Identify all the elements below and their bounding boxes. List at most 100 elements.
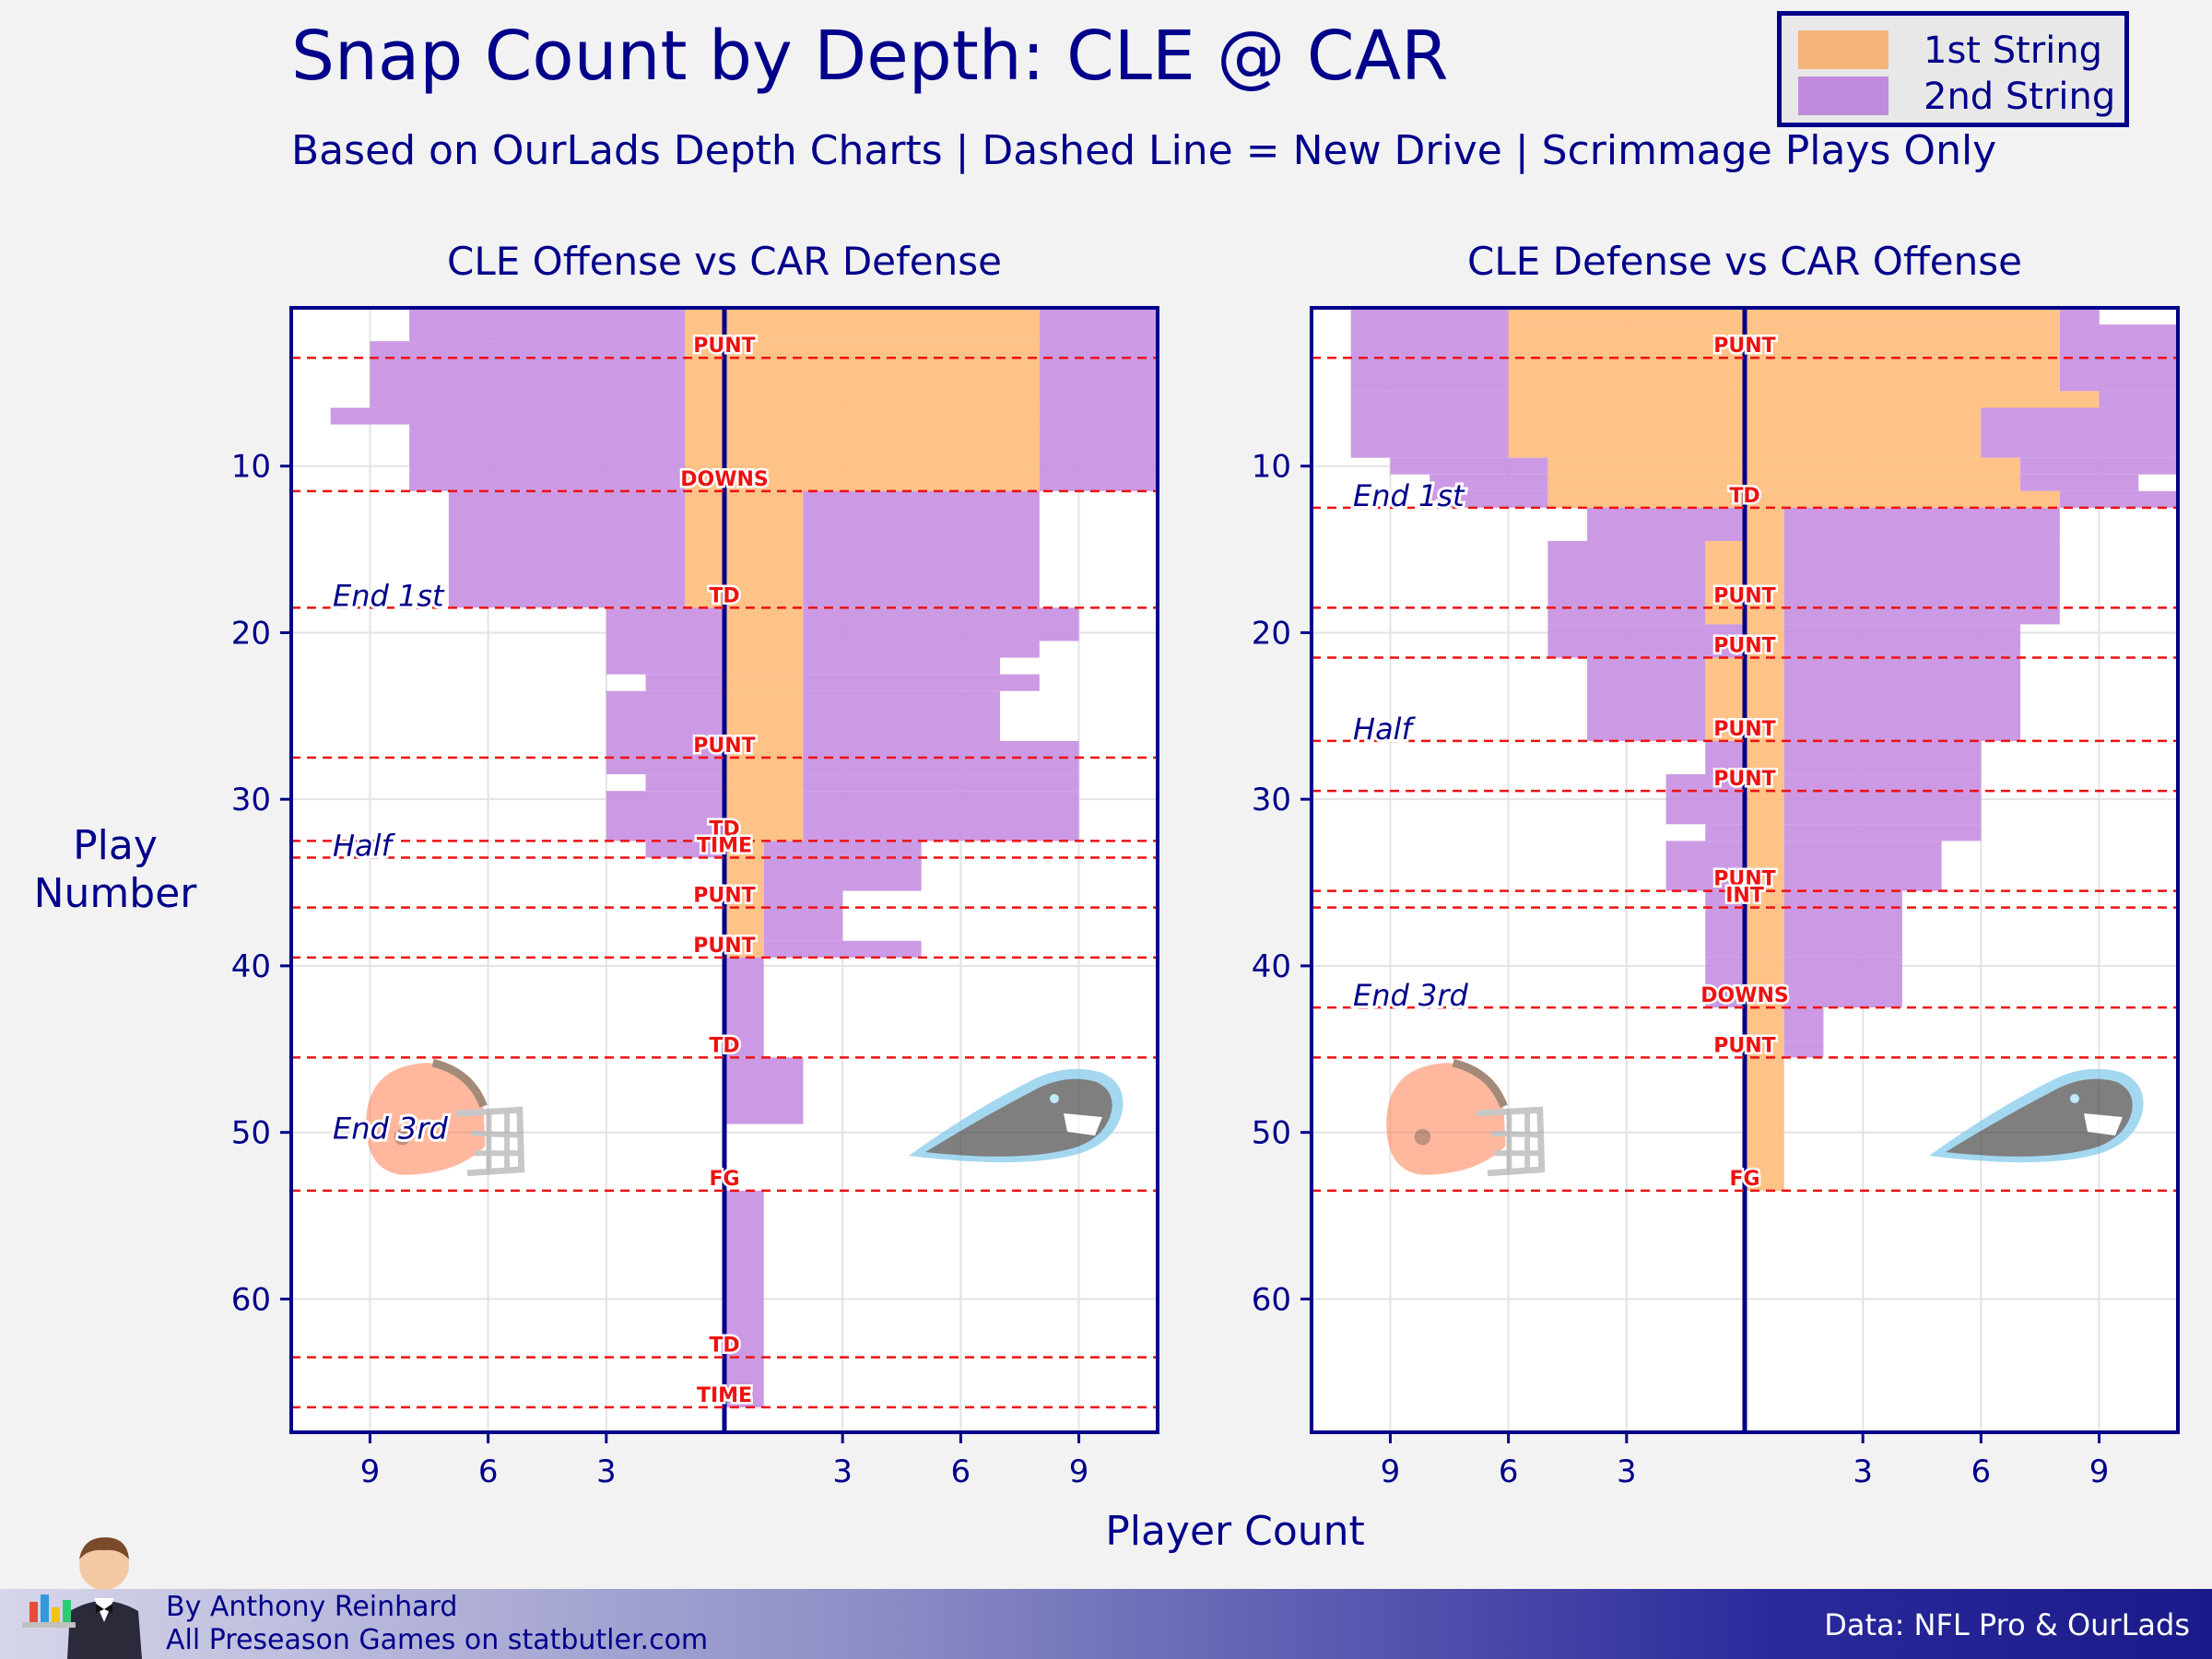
x-tick-label: 3: [1853, 1453, 1873, 1490]
panthers-logo: [909, 1068, 1124, 1163]
drive-result-label: TD: [709, 1335, 739, 1358]
panel-title: CLE Offense vs CAR Defense: [447, 239, 1002, 284]
browns-helmet-stripe: [1452, 1058, 1508, 1108]
bar-left-second-string: [645, 674, 724, 691]
bar-left-first-string: [685, 490, 724, 608]
legend-label-first-string: 1st String: [1924, 29, 2103, 72]
legend: 1st String 2nd String: [1777, 11, 2129, 127]
bar-right-second-string: [1783, 740, 1982, 775]
bar-right-second-string: [763, 857, 922, 891]
y-tick-label: 20: [1252, 615, 1291, 652]
period-marker-label: End 1st: [1353, 478, 1465, 513]
bar-right-second-string: [2020, 474, 2139, 491]
bar-right-second-string: [803, 607, 1079, 641]
bar-right-second-string: [803, 690, 1001, 741]
bar-left-second-string: [370, 341, 686, 408]
x-tick-label: 3: [1617, 1453, 1637, 1490]
bar-right-first-string: [1745, 308, 2060, 325]
bar-right-second-string: [724, 957, 764, 1058]
bar-left-first-string: [1508, 407, 1745, 458]
drive-result-label: TIME: [697, 1384, 752, 1407]
y-tick-label: 20: [231, 615, 271, 652]
bar-left-second-string: [330, 407, 686, 425]
bar-right-first-string: [1745, 1007, 1784, 1041]
x-tick-label: 6: [1971, 1453, 1992, 1490]
drive-result-label: TD: [709, 818, 739, 841]
footer-bar: [0, 1589, 2212, 1659]
bar-right-first-string: [1745, 1041, 1784, 1058]
y-tick-label: 10: [1252, 449, 1291, 486]
bar-right-second-string: [1783, 624, 2021, 658]
bar-left-second-string: [448, 490, 686, 608]
bar-left-second-string: [1587, 507, 1745, 542]
bar-right-second-string: [803, 657, 1001, 675]
y-axis-label-line2: Number: [33, 870, 197, 917]
chart-panel-1: PUNTDOWNSTDPUNTTDTIMEPUNTPUNTTDFGTDTIMEE…: [231, 239, 1159, 1490]
bar-right-first-string: [1745, 740, 1784, 775]
bar-right-second-string: [1783, 1041, 1824, 1058]
panthers-teeth: [1064, 1113, 1102, 1135]
bar-left-first-string: [1508, 308, 1745, 325]
panthers-logo: [1929, 1068, 2144, 1163]
bar-right-first-string: [1745, 490, 2060, 508]
butler-mascot-icon: [22, 1537, 142, 1659]
browns-helmet-stripe: [431, 1058, 488, 1108]
bar-right-second-string: [803, 774, 1079, 792]
bar-left-second-string: [1350, 308, 1509, 325]
bar-left-second-string: [1350, 391, 1509, 408]
credit-site: All Preseason Games on statbutler.com: [166, 1624, 709, 1656]
bar-right-first-string: [724, 890, 764, 941]
bar-right-first-string: [1745, 507, 1784, 542]
bar-right-second-string: [1783, 890, 1902, 958]
bar-right-first-string: [1745, 407, 1982, 458]
drive-result-label: PUNT: [1713, 1034, 1775, 1057]
bar-left-first-string: [1547, 457, 1745, 475]
x-axis-label: Player Count: [1105, 1508, 1365, 1555]
bar-right-second-string: [724, 1190, 764, 1407]
drive-result-label: FG: [709, 1168, 739, 1191]
y-tick-label: 30: [1252, 782, 1291, 818]
plot-frame: [1310, 306, 2180, 1434]
bar-right-first-string: [724, 791, 804, 841]
bar-left-second-string: [409, 308, 686, 342]
bar-left-second-string: [606, 690, 724, 741]
x-tick-label: 9: [360, 1453, 381, 1490]
browns-helmet-ear-hole: [394, 1128, 411, 1146]
legend-item-first-string: 1st String: [1798, 30, 2112, 71]
bar-right-first-string: [1745, 624, 1784, 658]
bar-left-second-string: [1547, 624, 1745, 658]
bar-left-first-string: [685, 308, 724, 342]
bar-right-second-string: [1783, 824, 1982, 841]
browns-helmet-shell: [366, 1063, 486, 1175]
bar-left-second-string: [1665, 774, 1745, 825]
legend-swatch-second-string: [1798, 76, 1888, 115]
bar-left-second-string: [606, 791, 724, 841]
bar-right-first-string: [1745, 457, 2021, 475]
bar-left-first-string: [1705, 657, 1745, 741]
drive-result-label: PUNT: [693, 935, 755, 958]
x-tick-label: 9: [1069, 1453, 1089, 1490]
data-source: Data: NFL Pro & OurLads: [1824, 1607, 2190, 1642]
bar-right-first-string: [1745, 541, 1784, 625]
bar-right-second-string: [1783, 541, 2060, 625]
plot-frame: [289, 306, 1159, 1434]
panthers-eye: [1050, 1094, 1059, 1103]
bar-right-second-string: [1981, 407, 2178, 458]
drive-result-label: PUNT: [693, 735, 755, 758]
bar-left-second-string: [1587, 657, 1706, 741]
bar-right-first-string: [724, 841, 764, 858]
y-tick-label: 30: [231, 782, 271, 818]
bar-right-first-string: [724, 774, 804, 792]
x-tick-label: 3: [832, 1453, 853, 1490]
browns-helmet-logo: [1386, 1058, 1546, 1177]
bar-left-first-string: [1547, 474, 1745, 491]
bar-left-second-string: [1705, 740, 1745, 775]
bar-left-second-string: [606, 641, 724, 658]
bar-left-second-string: [1350, 407, 1509, 458]
y-tick-label: 10: [231, 449, 271, 486]
x-tick-label: 9: [1381, 1453, 1401, 1490]
bar-left-first-string: [685, 341, 724, 408]
browns-facemask-bars: [470, 1111, 522, 1173]
bar-right-first-string: [724, 674, 804, 691]
bar-right-second-string: [763, 940, 922, 958]
